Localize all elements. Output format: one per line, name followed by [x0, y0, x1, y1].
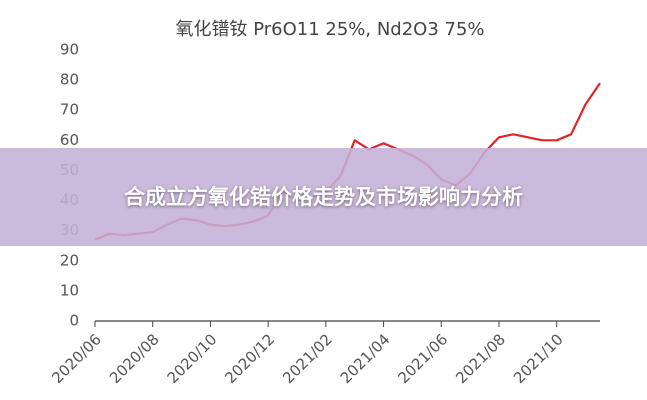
x-tick-label: 2021/08 [452, 330, 509, 387]
x-tick-label: 2020/10 [164, 330, 221, 387]
x-tick-label: 2021/10 [510, 330, 567, 387]
x-tick-label: 2020/06 [48, 330, 105, 387]
y-tick-label: 0 [69, 312, 79, 330]
y-tick-label: 20 [60, 251, 79, 269]
x-tick-label: 2020/08 [106, 330, 163, 387]
y-tick-label: 90 [60, 41, 79, 59]
x-tick-label: 2021/02 [279, 330, 336, 387]
y-tick-label: 80 [60, 71, 79, 89]
y-tick-label: 70 [60, 101, 79, 119]
x-tick-label: 2021/06 [394, 330, 451, 387]
y-tick-label: 10 [60, 281, 79, 299]
x-tick-label: 2020/12 [221, 330, 278, 387]
y-tick-label: 60 [60, 131, 79, 149]
chart-title: 氧化镨钕 Pr6O11 25%, Nd2O3 75% [175, 19, 484, 40]
banner-title: 合成立方氧化锆价格走势及市场影响力分析 [124, 185, 523, 209]
x-tick-label: 2021/04 [337, 330, 394, 387]
banner: 合成立方氧化锆价格走势及市场影响力分析 [0, 148, 647, 246]
